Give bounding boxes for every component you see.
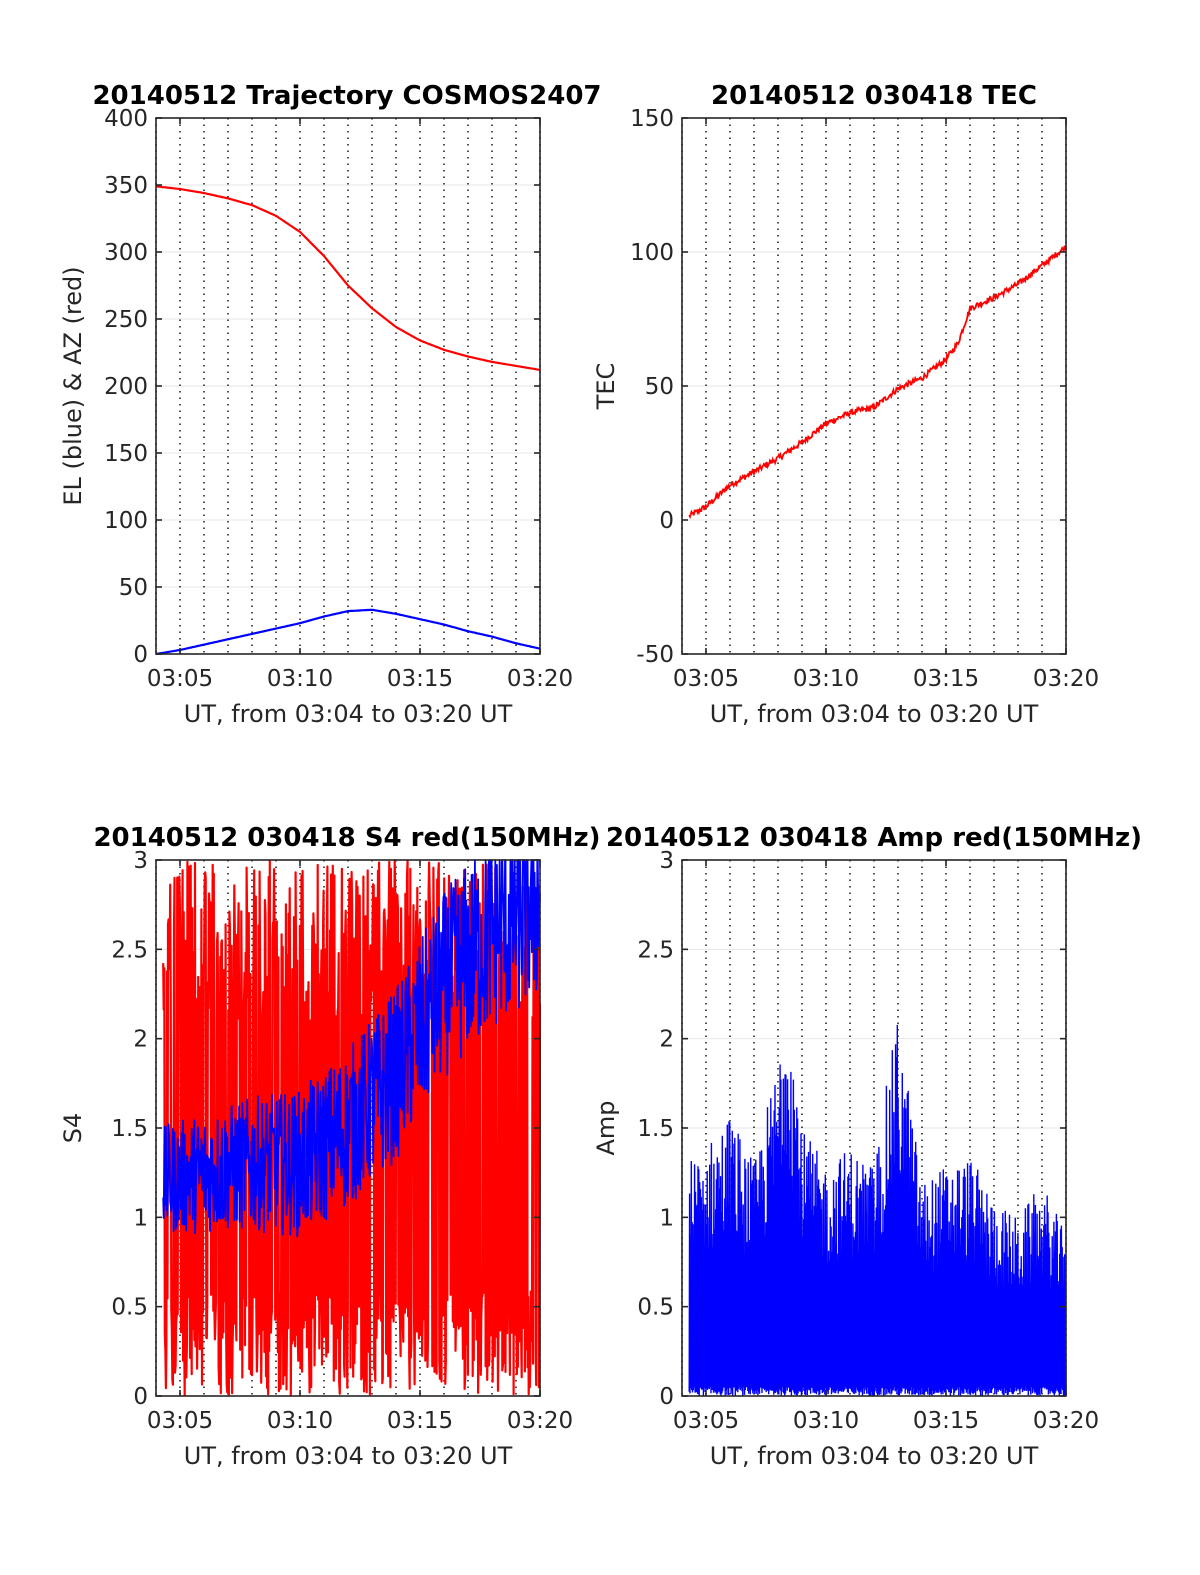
x-tick-label: 03:10 (267, 1408, 333, 1434)
y-tick-label: 2.5 (111, 937, 148, 963)
y-tick-label: 0.5 (637, 1295, 674, 1321)
y-tick-label: 1.5 (111, 1116, 148, 1142)
y-tick-label: 400 (104, 106, 148, 132)
plot-trajectory: 0 50 100 150 200 250 300 350 400 03:05 03:10 03:15 0… (59, 81, 602, 728)
y-tick-label: 3 (659, 848, 674, 874)
series-line-az (155, 185, 541, 371)
y-tick-label: 100 (104, 508, 148, 534)
y-tick-label: 100 (630, 240, 674, 266)
x-tick-label: 03:05 (673, 1408, 739, 1434)
x-tick-label: 03:10 (267, 666, 333, 692)
y-axis-label: S4 (59, 1113, 87, 1144)
chart-title: 20140512 030418 Amp red(150MHz) (606, 823, 1142, 853)
x-tick-label: 03:05 (147, 1408, 213, 1434)
x-tick-label: 03:10 (793, 1408, 859, 1434)
x-tick-label: 03:20 (507, 1408, 573, 1434)
y-tick-label: 1 (659, 1205, 674, 1231)
x-axis-label: UT, from 03:04 to 03:20 UT (710, 1442, 1039, 1470)
x-axis-label: UT, from 03:04 to 03:20 UT (184, 1442, 513, 1470)
y-tick-label: 0 (659, 508, 674, 534)
x-tick-label: 03:15 (387, 666, 453, 692)
y-tick-label: 2 (659, 1027, 674, 1053)
ticks: 0 0.5 1 1.5 2 2.5 3 03:05 03:10 03:15 03:20 (111, 848, 573, 1434)
x-tick-label: 03:05 (147, 666, 213, 692)
series-line-el (155, 608, 541, 656)
x-tick-label: 03:15 (387, 1408, 453, 1434)
x-tick-label: 03:15 (913, 666, 979, 692)
chart-title: 20140512 Trajectory COSMOS2407 (92, 81, 601, 111)
series-layer (688, 245, 1067, 520)
y-tick-label: 200 (104, 374, 148, 400)
x-axis-label: UT, from 03:04 to 03:20 UT (710, 700, 1039, 728)
y-tick-label: 0 (133, 1384, 148, 1410)
series-line-s4-blue (162, 859, 541, 1238)
x-tick-label: 03:20 (1033, 666, 1099, 692)
y-tick-label: 0 (659, 1384, 674, 1410)
x-tick-label: 03:10 (793, 666, 859, 692)
x-tick-label: 03:05 (673, 666, 739, 692)
ticks: -50 0 50 100 150 03:05 03:10 03:15 03:20 (630, 106, 1099, 692)
x-axis-label: UT, from 03:04 to 03:20 UT (184, 700, 513, 728)
plot-amp: 0 0.5 1 1.5 2 2.5 3 03:05 03:10 03:15 03:20 201405… (592, 823, 1142, 1470)
ticks: 0 50 100 150 200 250 300 350 400 03:05 03:10 03:15 0… (104, 106, 573, 692)
chart-title: 20140512 030418 TEC (711, 81, 1037, 111)
y-tick-label: 3 (133, 848, 148, 874)
y-tick-label: 150 (104, 441, 148, 467)
series-layer (162, 859, 542, 1397)
x-tick-label: 03:20 (507, 666, 573, 692)
y-tick-label: 2.5 (637, 937, 674, 963)
y-tick-label: -50 (636, 642, 674, 668)
y-tick-label: 150 (630, 106, 674, 132)
y-axis-label: Amp (592, 1100, 620, 1155)
y-tick-label: 1.5 (637, 1116, 674, 1142)
x-tick-label: 03:20 (1033, 1408, 1099, 1434)
series-line-tec (688, 245, 1067, 520)
y-tick-label: 50 (119, 575, 148, 601)
x-tick-label: 03:15 (913, 1408, 979, 1434)
y-tick-label: 350 (104, 173, 148, 199)
plot-s4: 0 0.5 1 1.5 2 2.5 3 03:05 03:10 03:15 03:20 201405… (59, 823, 601, 1470)
y-axis-label: EL (blue) & AZ (red) (59, 266, 87, 505)
chart-title: 20140512 030418 S4 red(150MHz) (93, 823, 600, 853)
y-tick-label: 300 (104, 240, 148, 266)
y-tick-label: 1 (133, 1205, 148, 1231)
y-tick-label: 250 (104, 307, 148, 333)
y-tick-label: 0.5 (111, 1295, 148, 1321)
y-tick-label: 50 (645, 374, 674, 400)
ticks: 0 0.5 1 1.5 2 2.5 3 03:05 03:10 03:15 03:20 (637, 848, 1099, 1434)
plot-tec: -50 0 50 100 150 03:05 03:10 03:15 03:20 2014051… (592, 81, 1099, 728)
y-tick-label: 2 (133, 1027, 148, 1053)
y-axis-label: TEC (592, 363, 620, 411)
y-tick-label: 0 (133, 642, 148, 668)
series-layer (155, 185, 541, 656)
